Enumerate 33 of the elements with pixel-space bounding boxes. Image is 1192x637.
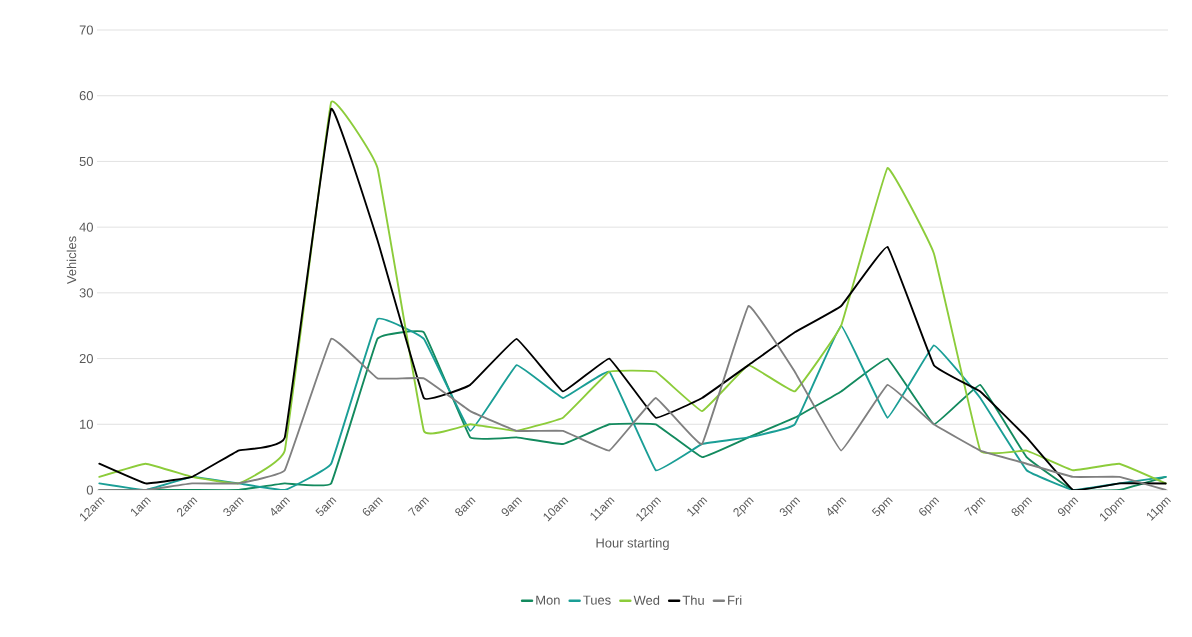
x-tick-label: 8am <box>455 497 476 517</box>
y-tick-label: 70 <box>79 25 93 35</box>
x-tick-label: 9pm <box>1057 497 1079 517</box>
legend-label: Thu <box>682 595 704 605</box>
x-tick-label: 5pm <box>871 497 893 517</box>
y-tick-label: 60 <box>79 91 93 101</box>
x-tick-label: 3pm <box>779 497 801 517</box>
x-tick-label: 7pm <box>964 497 986 516</box>
x-tick-label: 1am <box>130 497 151 517</box>
y-tick-label: 40 <box>79 222 93 232</box>
y-axis-title: Vehicles <box>66 236 77 285</box>
x-axis-title: Hour starting <box>596 537 669 551</box>
x-tick-label: 2am <box>177 497 198 517</box>
legend-label: Fri <box>728 595 742 605</box>
y-tick-label: 20 <box>79 353 93 364</box>
y-tick-label: 50 <box>79 156 93 167</box>
legend-label: Wed <box>633 595 660 605</box>
x-tick-label: 8pm <box>1011 497 1032 517</box>
y-tick-label: 30 <box>79 288 93 298</box>
legend-label: Mon <box>536 595 560 605</box>
x-tick-label: 6am <box>362 497 383 516</box>
x-tick-label: 4pm <box>827 497 847 516</box>
x-tick-label: 2pm <box>733 497 754 517</box>
x-tick-label: 7am <box>407 497 430 516</box>
x-tick-label: 5am <box>315 497 337 517</box>
x-tick-label: 3am <box>223 497 244 517</box>
x-tick-label: 6pm <box>919 497 940 516</box>
x-tick-label: 9am <box>501 497 522 517</box>
x-tick-label: 1pm <box>687 497 708 517</box>
y-tick-label: 0 <box>86 485 93 495</box>
x-tick-label: 4am <box>271 497 291 516</box>
legend-label: Tues <box>583 595 611 605</box>
y-tick-label: 10 <box>80 419 93 429</box>
